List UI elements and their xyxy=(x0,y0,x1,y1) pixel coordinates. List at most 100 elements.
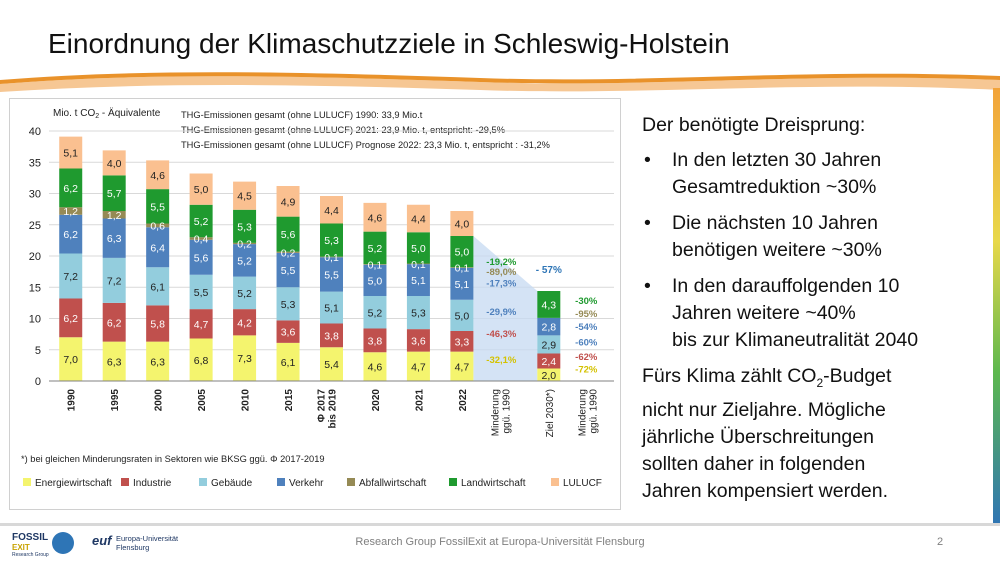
svg-text:Φ 2017: Φ 2017 xyxy=(317,389,328,423)
legend-label: Landwirtschaft xyxy=(461,478,526,489)
x-tick-label: 2015 xyxy=(284,389,295,412)
bar-segment xyxy=(233,335,257,381)
bar-value-label: 7,2 xyxy=(63,271,78,283)
bar-value-label: 0,1 xyxy=(455,263,470,275)
bar-segment xyxy=(233,309,257,336)
bar-segment xyxy=(363,202,387,232)
bar-value-label: 5,0 xyxy=(194,184,209,196)
bar-value-label: 5,1 xyxy=(324,303,339,315)
bar-segment xyxy=(102,341,126,381)
bar-segment xyxy=(102,218,126,258)
bar-value-label: 6,2 xyxy=(63,229,78,241)
reduction-label-2030: -54% xyxy=(575,322,598,333)
reduction-label-2030: -60% xyxy=(575,338,598,349)
bar-segment xyxy=(406,232,430,264)
x-tick-label: 2005 xyxy=(197,389,208,412)
bar-value-label: 0,2 xyxy=(281,247,296,259)
bar-segment xyxy=(102,257,126,303)
bar-value-label: 1,2 xyxy=(107,210,122,222)
svg-text:2005: 2005 xyxy=(197,389,208,412)
bar-value-label: 4,4 xyxy=(324,205,339,217)
bar-value-label: 5,2 xyxy=(368,307,383,319)
bar-value-label: 7,2 xyxy=(107,275,122,287)
bar-value-label: 5,7 xyxy=(107,188,122,200)
bar-segment xyxy=(146,267,170,306)
x-tick-label: 2020 xyxy=(371,389,382,412)
bar-value-label: 0,2 xyxy=(237,239,252,251)
bar-value-label: 5,5 xyxy=(150,201,165,213)
legend-label: Abfallwirtschaft xyxy=(359,478,426,489)
axis-layer: 0 5 10 15 20 25 30 35 40 1990 1995 2000 2005 2010 2015… xyxy=(29,126,614,437)
bar-segment xyxy=(537,291,561,318)
bar-segment xyxy=(146,189,170,224)
bar-segment xyxy=(406,296,430,330)
bar-segment xyxy=(233,244,257,277)
bar-value-label: 5,3 xyxy=(411,308,426,320)
svg-text:2010: 2010 xyxy=(241,389,252,412)
svg-text:2015: 2015 xyxy=(284,389,295,412)
bar-value-label: 3,6 xyxy=(411,335,426,347)
globe-icon xyxy=(52,532,74,554)
bar-value-label: 6,2 xyxy=(107,317,122,329)
bar-segment xyxy=(450,331,474,352)
svg-text:2022: 2022 xyxy=(458,389,469,412)
bar-segment xyxy=(189,204,213,238)
svg-text:2020: 2020 xyxy=(371,389,382,412)
bar-value-label: 6,3 xyxy=(107,233,122,245)
bar-value-label: 6,3 xyxy=(107,356,122,368)
bar-value-label: 3,6 xyxy=(281,327,296,339)
bar-value-label: 3,8 xyxy=(368,335,383,347)
y-tick-label: 5 xyxy=(35,345,41,357)
reduction-label-2022: -46,3% xyxy=(486,329,517,340)
bar-segment xyxy=(320,256,343,258)
legend-label: LULUCF xyxy=(563,478,602,489)
bar-segment xyxy=(450,267,474,268)
legend-swatch xyxy=(551,478,559,486)
bar-value-label: 5,8 xyxy=(150,319,165,331)
bar-value-label: 5,0 xyxy=(455,310,470,322)
bar-value-label: 5,5 xyxy=(194,287,209,299)
bar-segment xyxy=(320,291,343,324)
legend-swatch xyxy=(199,478,207,486)
bullet-dot-icon: • xyxy=(644,275,651,297)
bar-value-label: 3,3 xyxy=(455,336,470,348)
bar-value-label: 4,7 xyxy=(194,319,209,331)
bar-segment xyxy=(276,320,300,343)
annotation-total-2022: THG-Emissionen gesamt (ohne LULUCF) Prog… xyxy=(181,140,550,150)
bar-segment xyxy=(406,329,430,352)
footer-text: Research Group FossilExit at Europa-Univ… xyxy=(355,536,645,548)
svg-text:2021: 2021 xyxy=(414,389,425,412)
bar-segment xyxy=(363,352,387,381)
bar-value-label: 5,5 xyxy=(281,265,296,277)
bar-value-label: 2,4 xyxy=(542,356,557,368)
bar-segment xyxy=(276,251,300,253)
x-tick-label: 2000 xyxy=(154,389,165,412)
bar-segment xyxy=(189,237,213,240)
bar-segment xyxy=(233,276,257,310)
bar-value-label: 4,7 xyxy=(455,361,470,373)
slide-title: Einordnung der Klimaschutzziele in Schle… xyxy=(48,28,730,59)
bar-segment xyxy=(233,181,257,210)
bar-value-label: 5,3 xyxy=(324,235,339,247)
bar-segment xyxy=(276,216,300,252)
bar-segment xyxy=(537,335,561,354)
legend-label: Gebäude xyxy=(211,478,253,489)
bullet-list: • In den letzten 30 Jahren Gesamtreduktion… xyxy=(642,147,992,354)
bar-segment xyxy=(450,211,474,236)
x-tick-label: 1995 xyxy=(110,389,121,412)
bar-value-label: 4,0 xyxy=(455,219,470,231)
bar-segment xyxy=(189,274,213,310)
reduction-label-2030: -62% xyxy=(575,352,598,363)
x-tick-label: Minderung ggü. 1990 xyxy=(490,389,512,437)
bar-value-label: 5,6 xyxy=(194,252,209,264)
bar-segment xyxy=(276,252,300,288)
bar-segment xyxy=(320,223,343,257)
bar-value-label: 6,1 xyxy=(281,357,296,369)
bar-value-label: 5,1 xyxy=(455,279,470,291)
bar-segment xyxy=(363,264,387,265)
bar-value-label: 4,5 xyxy=(237,191,252,203)
legend-swatch xyxy=(121,478,129,486)
bar-segment xyxy=(537,317,561,336)
reduction-label-2022: -89,0% xyxy=(486,267,517,278)
y-axis-title: Mio. t CO2 - Äquivalente xyxy=(53,107,161,120)
